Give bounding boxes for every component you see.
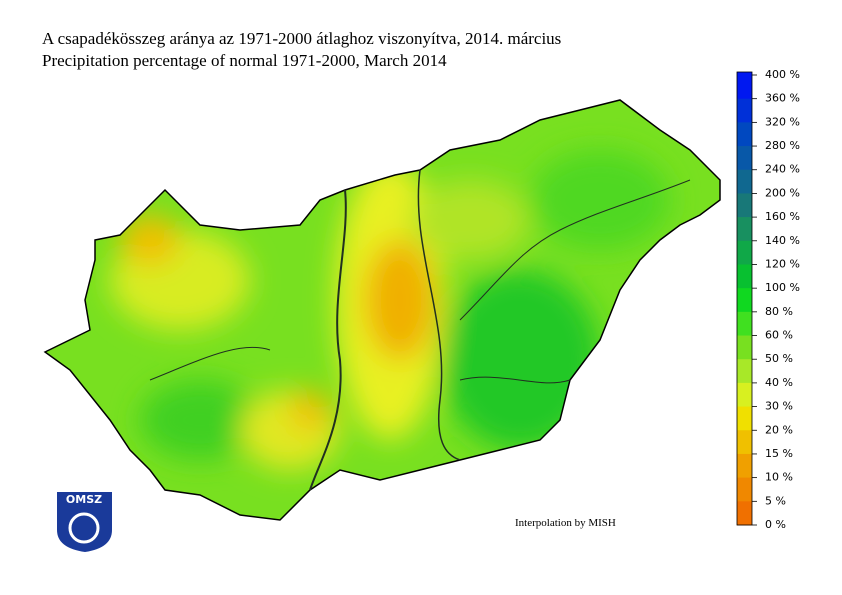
legend-label: 60 % <box>765 329 793 342</box>
legend-label: 100 % <box>765 281 800 294</box>
legend-swatch <box>737 240 752 265</box>
legend-label: 40 % <box>765 376 793 389</box>
legend-label: 200 % <box>765 186 800 199</box>
legend-label: 160 % <box>765 210 800 223</box>
legend-label: 240 % <box>765 163 800 176</box>
legend-label: 5 % <box>765 494 786 507</box>
title: A csapadékösszeg aránya az 1971-2000 átl… <box>42 29 561 48</box>
legend-label: 30 % <box>765 400 793 413</box>
legend-label: 320 % <box>765 115 800 128</box>
legend-swatch <box>737 311 752 337</box>
legend-label: 120 % <box>765 257 800 270</box>
legend-swatch <box>737 264 752 289</box>
river <box>417 169 461 461</box>
legend-label: 10 % <box>765 471 793 484</box>
legend-label: 50 % <box>765 352 793 365</box>
legend-swatch <box>737 335 752 360</box>
legend-swatch <box>737 122 752 147</box>
legend-swatch <box>737 453 752 479</box>
credit: Interpolation by MISH <box>515 517 616 529</box>
legend-label: 360 % <box>765 92 800 105</box>
legend-swatch <box>737 477 752 502</box>
legend-frame <box>736 71 753 526</box>
legend-swatch <box>737 501 752 526</box>
legend-label: 20 % <box>765 423 793 436</box>
logo-text: OMSZ <box>66 493 102 506</box>
border <box>459 179 691 321</box>
legend-swatch <box>737 193 752 218</box>
legend-label: 400 % <box>765 68 800 81</box>
legend-label: 140 % <box>765 234 800 247</box>
legend-swatch <box>737 146 752 171</box>
legend-swatch <box>737 382 752 408</box>
legend-label: 80 % <box>765 305 793 318</box>
subtitle: Precipitation percentage of normal 1971-… <box>42 51 447 70</box>
legend-label: 0 % <box>765 518 786 531</box>
legend-label: 15 % <box>765 447 793 460</box>
legend-label: 280 % <box>765 139 800 152</box>
border <box>149 346 271 381</box>
legend-swatch <box>737 169 752 194</box>
legend: 400 % 360 % 320 % 280 % 240 % 200 % 160 % 140 %… <box>737 68 800 531</box>
legend-swatch <box>737 72 752 100</box>
border <box>459 376 571 384</box>
legend-swatch <box>737 430 752 455</box>
legend-swatch <box>737 217 752 242</box>
legend-swatch <box>737 288 752 313</box>
logo: OMSZ <box>57 492 112 552</box>
legend-swatch <box>737 359 752 384</box>
river <box>309 189 347 491</box>
legend-swatch <box>737 406 752 431</box>
legend-swatch <box>737 98 752 123</box>
